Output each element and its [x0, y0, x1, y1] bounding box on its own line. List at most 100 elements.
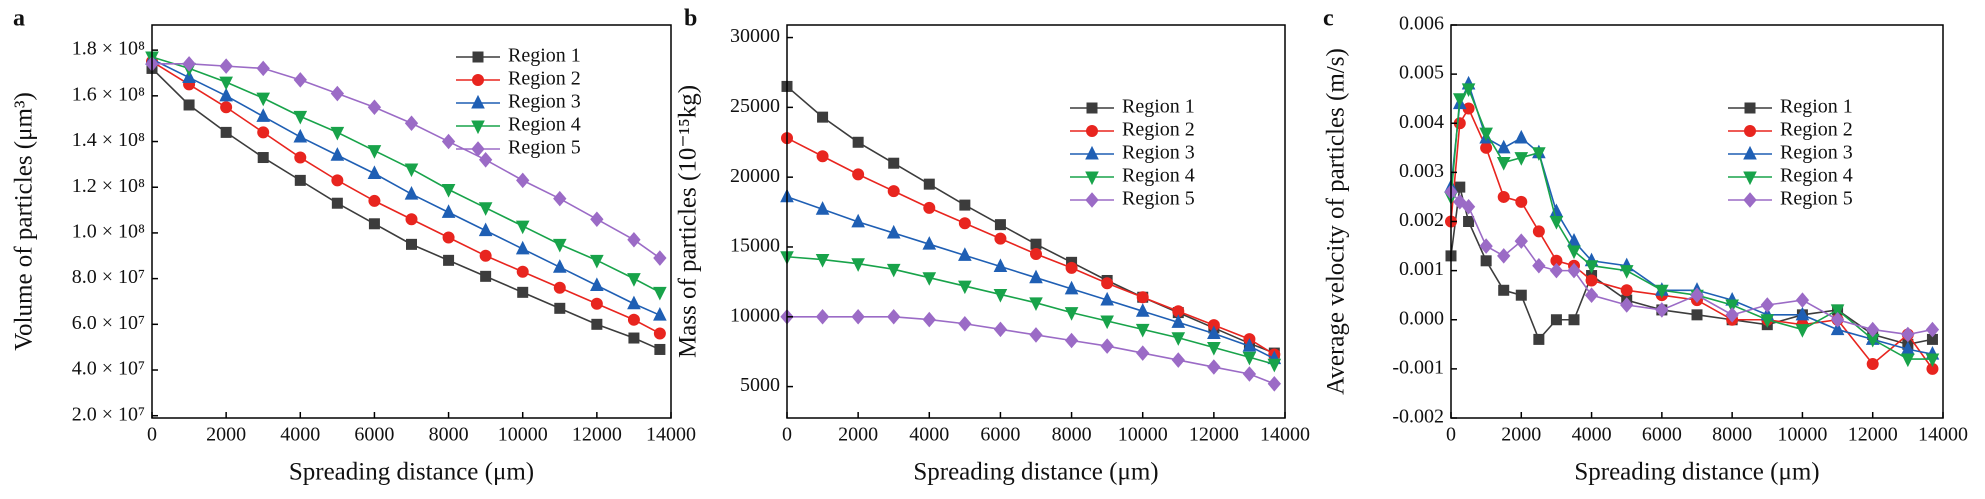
marker	[1584, 287, 1599, 303]
marker	[1029, 327, 1043, 343]
marker	[1135, 323, 1150, 338]
legend-label: Region 4	[508, 114, 581, 136]
marker	[293, 128, 308, 143]
x-tick-label: 0	[782, 424, 792, 446]
x-tick-label: 12000	[572, 424, 622, 446]
marker	[1479, 127, 1493, 142]
marker	[1795, 292, 1810, 308]
marker	[851, 213, 865, 228]
marker	[994, 219, 1006, 231]
marker	[653, 307, 667, 321]
legend-label: Region 2	[508, 68, 581, 90]
y-tick-label: 1.0 × 10⁸	[72, 221, 145, 243]
marker	[516, 265, 529, 278]
marker	[256, 60, 270, 77]
marker	[443, 254, 455, 266]
marker	[923, 201, 936, 214]
marker	[331, 197, 343, 209]
legend-marker	[472, 74, 484, 86]
marker	[1532, 147, 1546, 161]
y-tick-label: 0.005	[1399, 62, 1444, 84]
marker	[816, 150, 829, 163]
marker	[182, 56, 196, 72]
marker	[1498, 284, 1510, 296]
marker	[1550, 314, 1562, 326]
marker	[480, 270, 492, 282]
marker	[887, 185, 900, 198]
x-tick-label: 14000	[1260, 424, 1310, 446]
marker	[1496, 157, 1511, 171]
marker	[1514, 233, 1528, 249]
y-tick-label: 2.0 × 10⁷	[72, 403, 145, 425]
legend-label: Region 5	[508, 137, 581, 159]
marker	[478, 222, 493, 237]
x-tick-label: 6000	[1642, 424, 1682, 446]
marker	[994, 232, 1007, 245]
marker	[1925, 321, 1940, 338]
y-tick-label: 15000	[730, 235, 780, 257]
marker	[1064, 280, 1079, 295]
marker	[1549, 262, 1564, 279]
marker	[590, 277, 604, 291]
y-tick-label: 0.003	[1399, 160, 1444, 182]
marker	[1171, 352, 1185, 368]
series-line	[786, 255, 1275, 366]
marker	[1830, 304, 1845, 319]
x-tick-label: 12000	[1848, 424, 1898, 446]
marker	[330, 85, 345, 102]
y-axis-title: Mass of particles (10⁻¹⁵kg)	[675, 85, 702, 358]
marker	[851, 258, 865, 272]
marker	[1207, 325, 1221, 340]
marker	[1830, 311, 1845, 328]
legend-marker	[1744, 125, 1756, 137]
marker	[815, 201, 830, 215]
marker	[367, 165, 382, 180]
marker	[552, 259, 567, 273]
marker	[1171, 332, 1186, 346]
marker	[1567, 245, 1581, 260]
legend-marker	[1743, 171, 1757, 186]
marker	[1029, 269, 1043, 284]
legend-label: Region 3	[1780, 142, 1853, 164]
marker	[654, 343, 666, 355]
marker	[993, 321, 1008, 338]
marker	[368, 218, 380, 230]
legend-marker	[1744, 102, 1756, 114]
marker	[888, 157, 900, 169]
marker	[441, 184, 456, 198]
marker	[815, 254, 830, 268]
marker	[1452, 93, 1467, 107]
marker	[220, 101, 233, 114]
marker	[293, 110, 308, 125]
x-tick-label: 14000	[646, 424, 696, 446]
x-axis-title: Spreading distance (μm)	[913, 459, 1158, 486]
y-tick-label: 20000	[730, 165, 780, 187]
panel-label: a	[13, 6, 25, 32]
marker	[294, 151, 307, 164]
marker	[515, 240, 530, 255]
marker	[627, 313, 640, 326]
marker	[330, 147, 345, 161]
marker	[1532, 257, 1546, 274]
marker	[1496, 139, 1511, 154]
x-tick-label: 4000	[909, 424, 949, 446]
marker	[1135, 303, 1150, 317]
y-tick-label: 1.2 × 10⁸	[72, 175, 145, 197]
marker	[1029, 297, 1043, 311]
legend-label: Region 4	[1780, 165, 1853, 187]
marker	[627, 232, 641, 248]
marker	[1795, 306, 1810, 321]
x-tick-label: 10000	[498, 424, 548, 446]
marker	[1549, 216, 1564, 230]
marker	[1795, 324, 1810, 338]
legend-marker	[1086, 125, 1098, 137]
legend-marker	[1743, 192, 1757, 208]
marker	[1030, 247, 1042, 260]
plot-frame	[151, 24, 672, 419]
marker	[1461, 83, 1476, 97]
marker	[815, 309, 830, 325]
legend-label: Region 3	[1122, 142, 1195, 164]
marker	[653, 250, 667, 266]
